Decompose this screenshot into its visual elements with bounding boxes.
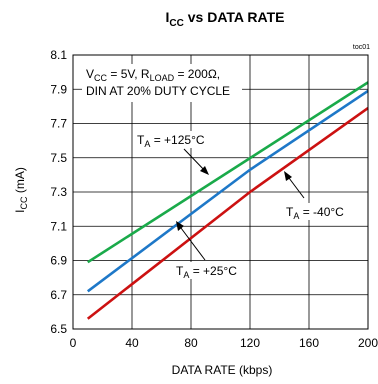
annotation-125c: TA = +125°C: [134, 131, 226, 175]
x-tick-label: 80: [184, 336, 198, 350]
chart-title: ICC vs DATA RATE: [166, 9, 285, 29]
annotation-25c-label: TA = +25°C: [176, 264, 237, 280]
x-tick-label: 120: [240, 336, 260, 350]
annotation-minus40c-arrowhead: [284, 171, 292, 181]
y-axis-title: ICC (mA): [13, 167, 29, 213]
y-tick-label: 8.1: [50, 48, 67, 62]
y-tick-label: 6.9: [50, 254, 67, 268]
annotation-minus40c: TA = -40°C: [272, 171, 352, 221]
series-lines: [86, 81, 369, 320]
conditions-note: VCC = 5V, RLOAD = 200Ω, DIN AT 20% DUTY …: [82, 64, 242, 102]
annotation-25c-arrowhead: [176, 221, 184, 231]
conditions-line-2: DIN AT 20% DUTY CYCLE: [86, 84, 230, 98]
x-axis-title: DATA RATE (kbps): [172, 363, 273, 377]
figure-id: toc01: [353, 44, 370, 51]
x-tick-labels: 0 40 80 120 160 200: [70, 336, 378, 350]
y-tick-labels: 6.5 6.7 6.9 7.1 7.3 7.5 7.7 7.9 8.1: [50, 48, 67, 336]
y-tick-label: 7.7: [50, 117, 67, 131]
series-line-0: [87, 81, 369, 264]
y-tick-label: 7.9: [50, 82, 67, 96]
x-tick-label: 200: [358, 336, 378, 350]
annotation-125c-label: TA = +125°C: [137, 133, 205, 149]
y-tick-label: 6.7: [50, 288, 67, 302]
plot-frame: [72, 54, 369, 330]
annotation-125c-arrowhead: [200, 166, 209, 175]
y-tick-label: 7.5: [50, 151, 67, 165]
annotation-25c: TA = +25°C: [165, 221, 247, 280]
series-line-1: [86, 89, 369, 293]
y-tick-label: 7.1: [50, 219, 67, 233]
conditions-line-1: VCC = 5V, RLOAD = 200Ω,: [86, 67, 220, 83]
y-tick-label: 7.3: [50, 185, 67, 199]
y-tick-label: 6.5: [50, 322, 67, 336]
x-tick-label: 40: [125, 336, 139, 350]
series-line-2: [86, 107, 369, 320]
annotation-minus40c-label: TA = -40°C: [286, 205, 344, 221]
annotation-25c-leader: [177, 223, 206, 261]
x-tick-label: 160: [299, 336, 319, 350]
x-tick-label: 0: [70, 336, 77, 350]
